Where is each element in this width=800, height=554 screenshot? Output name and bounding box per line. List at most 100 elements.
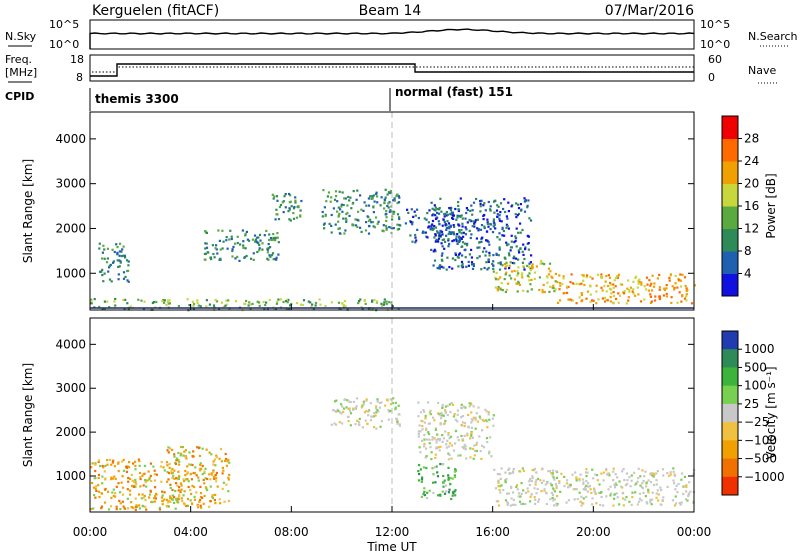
data-cell [382,303,385,306]
data-cell [191,300,195,303]
data-cell [605,467,608,471]
data-cell [209,478,212,481]
data-cell [450,444,453,447]
data-cell [521,250,524,253]
data-cell [452,449,456,452]
data-cell [646,283,649,286]
data-cell [582,279,585,282]
data-cell [498,219,501,222]
data-cell [637,500,641,503]
data-cell [343,232,346,235]
data-cell [230,237,233,241]
data-cell [431,207,434,210]
data-cell [520,502,523,506]
data-cell [541,262,544,265]
data-cell [528,272,531,275]
colorbar-tick-label: 25 [744,397,759,411]
data-cell [555,504,558,507]
data-cell [324,214,327,218]
data-cell [153,479,156,482]
data-cell [231,248,234,251]
data-cell [609,485,612,488]
data-cell [178,460,181,463]
data-cell [397,227,401,231]
data-cell [118,250,122,253]
data-cell [657,493,660,496]
data-cell [479,228,483,231]
data-cell [637,467,640,470]
data-cell [333,422,336,425]
data-cell [495,500,498,503]
data-cell [498,238,501,241]
data-cell [152,301,155,304]
data-cell [234,257,237,260]
data-cell [515,245,518,248]
data-cell [464,256,467,259]
data-cell [382,224,385,227]
data-cell [468,253,471,256]
data-cell [363,299,366,302]
data-cell [385,219,388,222]
data-cell [457,208,460,211]
data-cell [447,478,450,481]
data-cell [376,398,379,401]
xaxis-tick-label: 08:00 [274,525,309,539]
data-cell [245,299,248,303]
data-cell [448,442,452,445]
data-cell [555,485,558,488]
data-cell [688,481,691,484]
data-cell [505,288,509,291]
xaxis-tick-label: 00:00 [677,525,712,539]
yaxis-tick-label: 2000 [55,221,86,235]
data-cell [354,423,357,426]
data-cell [369,402,372,405]
data-cell [103,300,106,303]
data-cell [584,488,587,491]
data-cell [633,471,636,474]
data-cell [426,236,429,239]
data-cell [670,301,673,304]
data-cell [102,280,105,283]
data-cell [451,267,454,270]
data-cell [456,214,459,217]
yaxis-tick-label: 1000 [55,469,86,483]
data-cell [427,221,430,224]
data-cell [451,240,454,243]
data-cell [630,503,633,506]
data-cell [625,472,628,475]
data-cell [530,288,533,291]
data-cell [504,210,507,214]
data-cell [119,261,122,264]
data-cell [148,496,151,499]
data-cell [211,496,214,500]
data-cell [321,210,324,214]
data-cell [582,274,585,277]
data-cell [341,210,344,213]
data-cell [650,300,653,303]
data-cell [502,488,505,492]
data-cell [383,301,386,304]
data-cell [109,458,112,461]
data-cell [287,210,290,213]
data-cell [340,403,343,406]
data-cell [498,268,502,271]
data-cell [111,461,114,464]
data-cell [616,476,619,479]
data-cell [110,496,113,499]
data-cell [529,495,532,498]
data-cell [127,280,130,283]
data-cell [292,217,296,220]
data-cell [494,276,497,279]
data-cell [218,308,221,311]
data-cell [439,494,442,497]
data-cell [451,211,454,214]
data-cell [355,198,358,201]
data-cell [452,415,456,418]
data-cell [117,482,120,485]
data-cell [446,213,450,216]
data-cell [113,250,116,254]
data-cell [129,305,132,308]
data-cell [454,442,457,445]
data-cell [154,492,158,495]
